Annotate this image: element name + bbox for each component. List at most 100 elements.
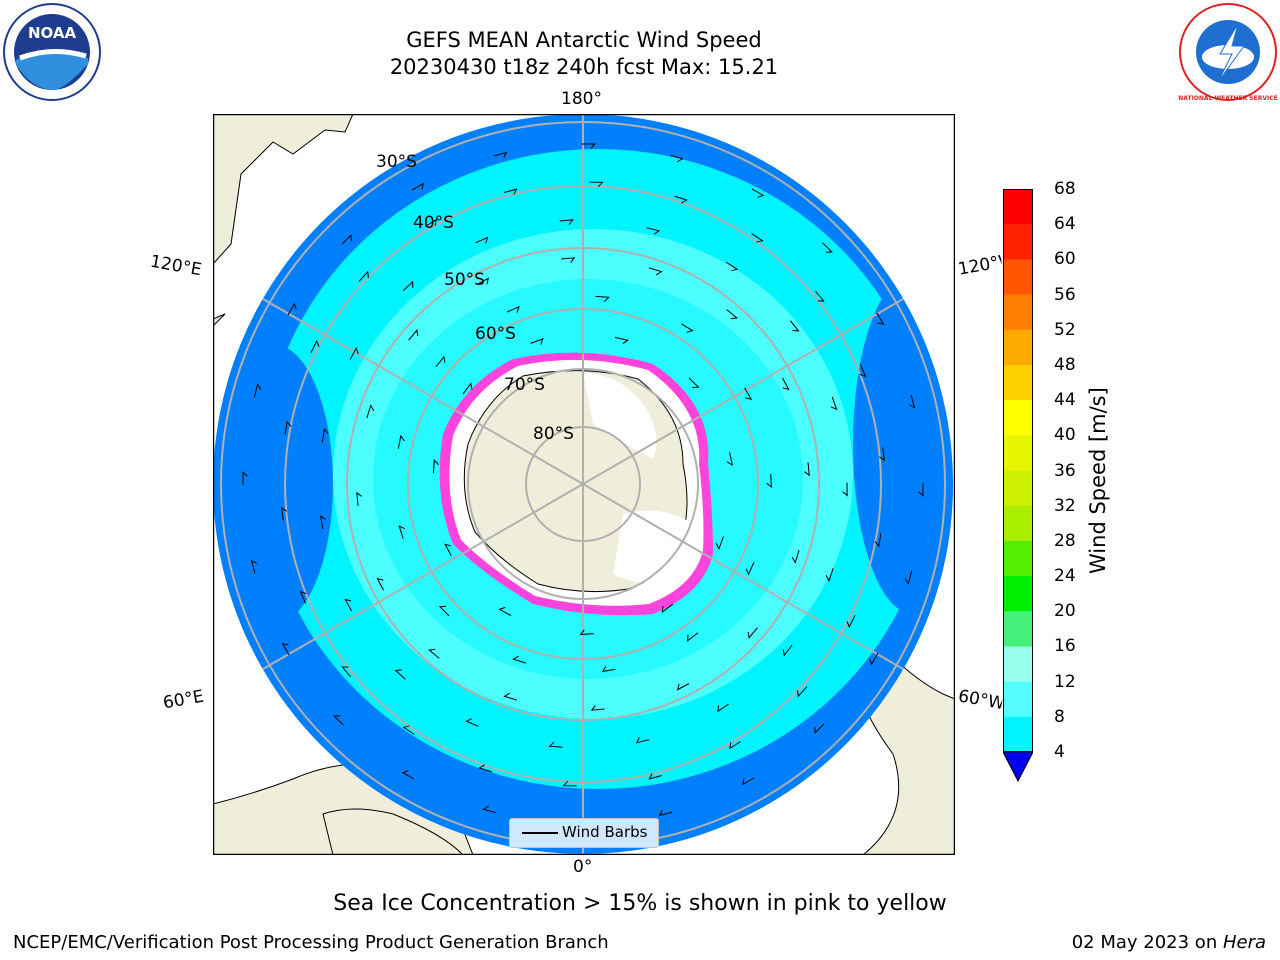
wind-barb	[398, 525, 406, 539]
wind-barb	[438, 605, 450, 617]
wind-barb	[561, 257, 576, 263]
wind-barb	[503, 188, 518, 195]
colorbar-cell	[1003, 716, 1033, 753]
colorbar-label: Wind Speed [m/s]	[1086, 387, 1110, 574]
wind-barb	[766, 473, 772, 489]
wind-speed-field	[213, 114, 953, 854]
wind-barb	[253, 383, 262, 398]
wind-barb	[562, 780, 577, 787]
wind-barb	[687, 632, 699, 642]
lat-label-40s: 40°S	[413, 213, 454, 233]
colorbar-tick-label: 28	[1054, 530, 1076, 551]
footer-date-text: 02 May 2023 on	[1071, 932, 1223, 953]
wind-barb	[725, 261, 739, 272]
lat-label-50s: 50°S	[444, 270, 485, 290]
lat-label-80s: 80°S	[533, 424, 574, 444]
wind-barb	[830, 396, 838, 411]
wind-barb	[658, 809, 673, 817]
wind-barb	[729, 741, 742, 750]
colorbar-cell	[1003, 259, 1033, 296]
wind-barb	[402, 280, 414, 292]
colorbar-cell	[1003, 611, 1033, 647]
wind-barb	[782, 377, 790, 391]
wind-barb	[859, 364, 867, 378]
wind-barb	[503, 692, 518, 701]
colorbar-tick-label: 12	[1054, 671, 1076, 692]
wind-barb	[428, 648, 440, 659]
colorbar-tick-label: 8	[1054, 706, 1065, 727]
wind-barb	[918, 482, 924, 497]
nws-logo-text: NATIONAL WEATHER SERVICE	[1178, 95, 1277, 102]
noaa-logo: NOAA	[2, 2, 102, 102]
colorbar-cell	[1003, 470, 1033, 507]
wind-barb	[879, 447, 885, 462]
wind-barb	[435, 355, 446, 368]
wind-barb	[512, 655, 526, 664]
colorbar-cell	[1003, 400, 1033, 436]
legend: Wind Barbs	[509, 818, 659, 848]
legend-wind-barbs-label: Wind Barbs	[562, 823, 648, 841]
wind-barb	[476, 277, 490, 285]
wind-barb	[366, 404, 375, 419]
wind-barb	[688, 377, 700, 388]
wind-barb	[842, 482, 848, 497]
colorbar-extend-arrow	[1002, 751, 1034, 783]
wind-barb	[287, 302, 297, 316]
lat-label-30s: 30°S	[376, 152, 417, 172]
wind-barb	[319, 515, 326, 529]
wind-barb	[804, 462, 810, 477]
wind-barb	[281, 506, 287, 521]
colorbar-cell	[1003, 681, 1033, 718]
colorbar	[1002, 189, 1034, 784]
wind-barb	[661, 603, 674, 613]
wind-barb	[341, 234, 352, 245]
wind-barb	[530, 338, 544, 345]
wind-barb	[299, 590, 307, 604]
wind-barb	[394, 669, 406, 680]
wind-barb	[744, 387, 753, 400]
lon-label-lower-right: 60°W	[956, 686, 1004, 714]
wind-barb	[908, 394, 916, 409]
wind-barb	[726, 452, 734, 466]
nws-logo: NATIONAL WEATHER SERVICE	[1178, 2, 1278, 102]
wind-barb	[408, 329, 419, 341]
graticule	[213, 114, 953, 854]
wind-barb	[559, 219, 574, 225]
wind-barb	[648, 773, 663, 780]
wind-barb	[674, 195, 688, 204]
wind-barb	[614, 336, 629, 345]
wind-barb	[465, 718, 479, 727]
footer-host: Hera	[1222, 932, 1266, 953]
wind-barb	[581, 143, 596, 149]
noaa-logo-text: NOAA	[28, 24, 77, 42]
wind-barb	[874, 533, 882, 548]
lon-label-upper-left: 120°E	[148, 251, 204, 281]
wind-barb	[411, 182, 424, 191]
wind-barb	[747, 627, 758, 639]
wind-barb	[493, 151, 508, 159]
wind-barb	[444, 543, 452, 557]
wind-barb	[790, 320, 800, 332]
wind-barb	[904, 570, 913, 585]
wind-barb	[579, 629, 594, 636]
wind-barb	[669, 154, 684, 163]
wind-barb	[397, 434, 405, 449]
wind-barb	[242, 471, 248, 486]
lat-label-70s: 70°S	[504, 375, 545, 395]
colorbar-tick-label: 68	[1054, 179, 1076, 199]
lat-label-60s: 60°S	[475, 324, 516, 344]
chart-title: GEFS MEAN Antarctic Wind Speed	[406, 28, 762, 52]
wind-barb	[648, 267, 663, 276]
wind-barb	[715, 536, 724, 550]
sea-ice-note: Sea Ice Concentration > 15% is shown in …	[333, 891, 947, 916]
colorbar-cell	[1003, 364, 1033, 401]
footer-credit: NCEP/EMC/Verification Post Processing Pr…	[13, 932, 609, 953]
wind-barb	[742, 777, 755, 786]
colorbar-tick-label: 52	[1054, 319, 1076, 340]
wind-barb	[745, 562, 755, 576]
wind-barb	[356, 491, 362, 506]
colorbar-cell	[1003, 435, 1033, 471]
wind-barb	[376, 577, 384, 591]
wind-barb	[635, 737, 650, 744]
wind-barb	[751, 233, 764, 243]
